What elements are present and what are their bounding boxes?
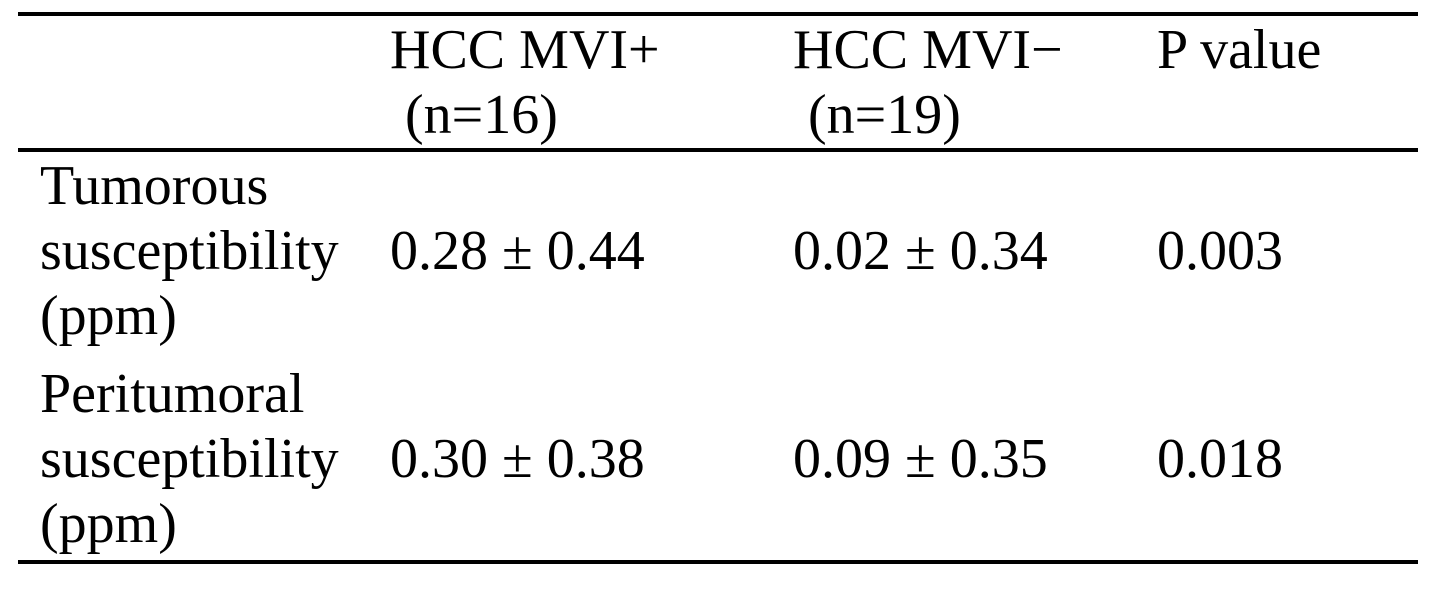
- table: HCC MVI+ (n=16) HCC MVI− (n=19) P value …: [18, 12, 1418, 564]
- label-line: susceptibility: [40, 220, 339, 282]
- label-line: Peritumoral: [40, 363, 305, 425]
- cell-tumorous-mvi-positive: 0.28 ± 0.44: [390, 220, 645, 282]
- header-line: P value: [1157, 19, 1322, 81]
- header-mvi-negative: HCC MVI− (n=19): [793, 12, 1157, 152]
- header-line: HCC MVI+: [390, 19, 660, 81]
- label-line: (ppm): [40, 285, 177, 347]
- table-row: Peritumoral susceptibility (ppm) 0.30 ± …: [18, 356, 1418, 564]
- header-p-value: P value: [1157, 12, 1418, 152]
- header-empty: [18, 12, 390, 152]
- label-line: Tumorous: [40, 155, 269, 217]
- row-label-tumorous: Tumorous susceptibility (ppm): [18, 150, 390, 356]
- label-line: (ppm): [40, 493, 177, 555]
- label-line: susceptibility: [40, 428, 339, 490]
- cell-tumorous-p-value: 0.003: [1157, 220, 1283, 282]
- header-mvi-positive: HCC MVI+ (n=16): [390, 12, 793, 152]
- header-line: (n=16): [405, 84, 558, 146]
- cell-tumorous-mvi-negative: 0.02 ± 0.34: [793, 220, 1048, 282]
- cell-peritumoral-mvi-negative: 0.09 ± 0.35: [793, 356, 1157, 564]
- header-line: HCC MVI−: [793, 19, 1063, 81]
- cell-peritumoral-p-value: 0.018: [1157, 356, 1418, 564]
- table-row: Tumorous susceptibility (ppm) 0.28 ± 0.4…: [18, 150, 1418, 356]
- header-row: HCC MVI+ (n=16) HCC MVI− (n=19) P value: [18, 12, 1418, 152]
- row-label-peritumoral: Peritumoral susceptibility (ppm): [18, 356, 390, 564]
- cell-peritumoral-mvi-positive: 0.30 ± 0.38: [390, 356, 793, 564]
- header-line: (n=19): [808, 84, 961, 146]
